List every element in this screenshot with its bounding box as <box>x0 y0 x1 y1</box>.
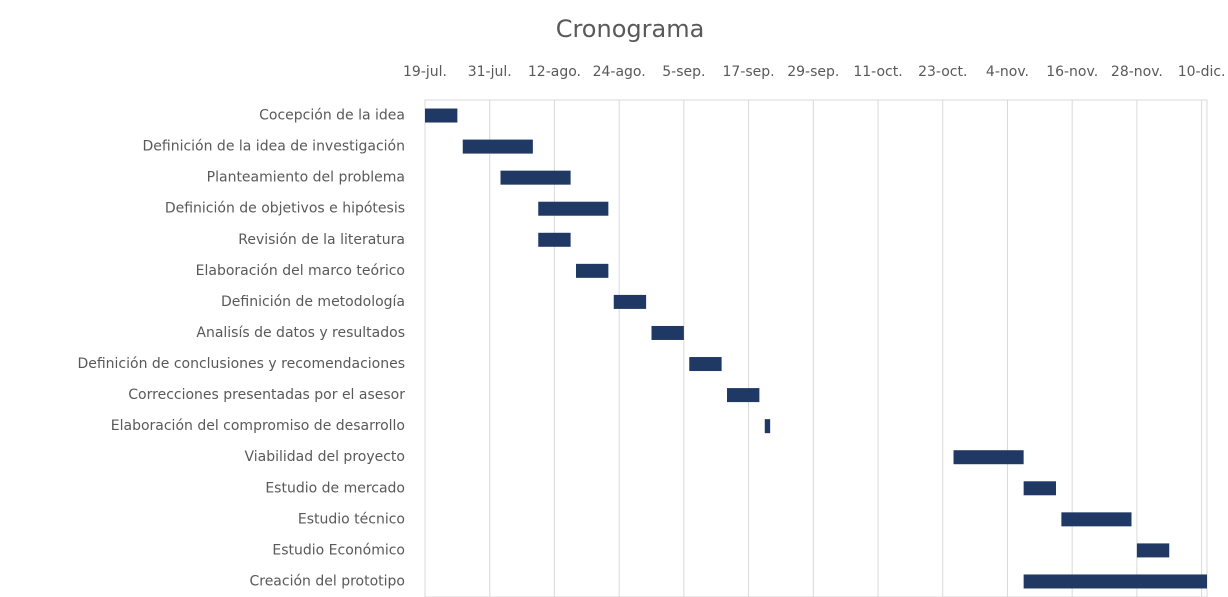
y-tick-label: Definición de la idea de investigación <box>142 139 405 155</box>
x-tick-label: 12-ago. <box>528 64 581 80</box>
bar <box>689 357 722 372</box>
bar <box>425 108 458 123</box>
y-tick-label: Analisís de datos y resultados <box>196 325 405 341</box>
y-tick-label: Definición de metodología <box>221 294 405 310</box>
y-tick-label: Cocepción de la idea <box>259 108 405 124</box>
bar <box>1061 512 1132 527</box>
y-tick-label: Planteamiento del problema <box>207 170 405 186</box>
x-tick-label: 24-ago. <box>593 64 646 80</box>
y-tick-label: Correcciones presentadas por el asesor <box>128 387 405 403</box>
y-tick-label: Creación del prototipo <box>249 573 405 589</box>
bar <box>1023 574 1207 589</box>
y-tick-label: Definición de conclusiones y recomendaci… <box>77 356 405 372</box>
x-tick-label: 17-sep. <box>723 64 775 80</box>
y-tick-label: Estudio técnico <box>298 511 405 527</box>
bar <box>651 325 684 340</box>
y-tick-label: Definición de objetivos e hipótesis <box>165 201 405 217</box>
bar <box>538 201 609 216</box>
y-tick-label: Revisión de la literatura <box>238 232 405 248</box>
x-tick-label: 31-jul. <box>468 64 512 80</box>
bar <box>764 419 771 434</box>
x-tick-label: 29-sep. <box>787 64 839 80</box>
x-tick-label: 28-nov. <box>1111 64 1163 80</box>
x-tick-label: 4-nov. <box>986 64 1029 80</box>
x-tick-label: 5-sep. <box>662 64 705 80</box>
bar <box>462 139 533 154</box>
bar <box>1136 543 1170 558</box>
x-tick-label: 16-nov. <box>1046 64 1098 80</box>
y-tick-label: Elaboración del marco teórico <box>196 263 405 279</box>
bar <box>1023 481 1056 496</box>
chart-title: Cronograma <box>556 15 705 43</box>
bar <box>576 263 609 278</box>
y-tick-label: Estudio Económico <box>272 542 405 558</box>
bar <box>538 232 571 247</box>
y-tick-label: Elaboración del compromiso de desarrollo <box>111 418 405 434</box>
bar <box>953 450 1024 465</box>
bar <box>500 170 571 185</box>
x-tick-label: 23-oct. <box>918 64 967 80</box>
y-tick-label: Estudio de mercado <box>265 480 405 496</box>
x-tick-label: 19-jul. <box>403 64 447 80</box>
x-tick-label: 10-dic. <box>1178 64 1226 80</box>
x-tick-label: 11-oct. <box>853 64 902 80</box>
y-tick-label: Viabilidad del proyecto <box>245 449 406 465</box>
bar <box>613 294 647 309</box>
bar <box>727 388 760 403</box>
